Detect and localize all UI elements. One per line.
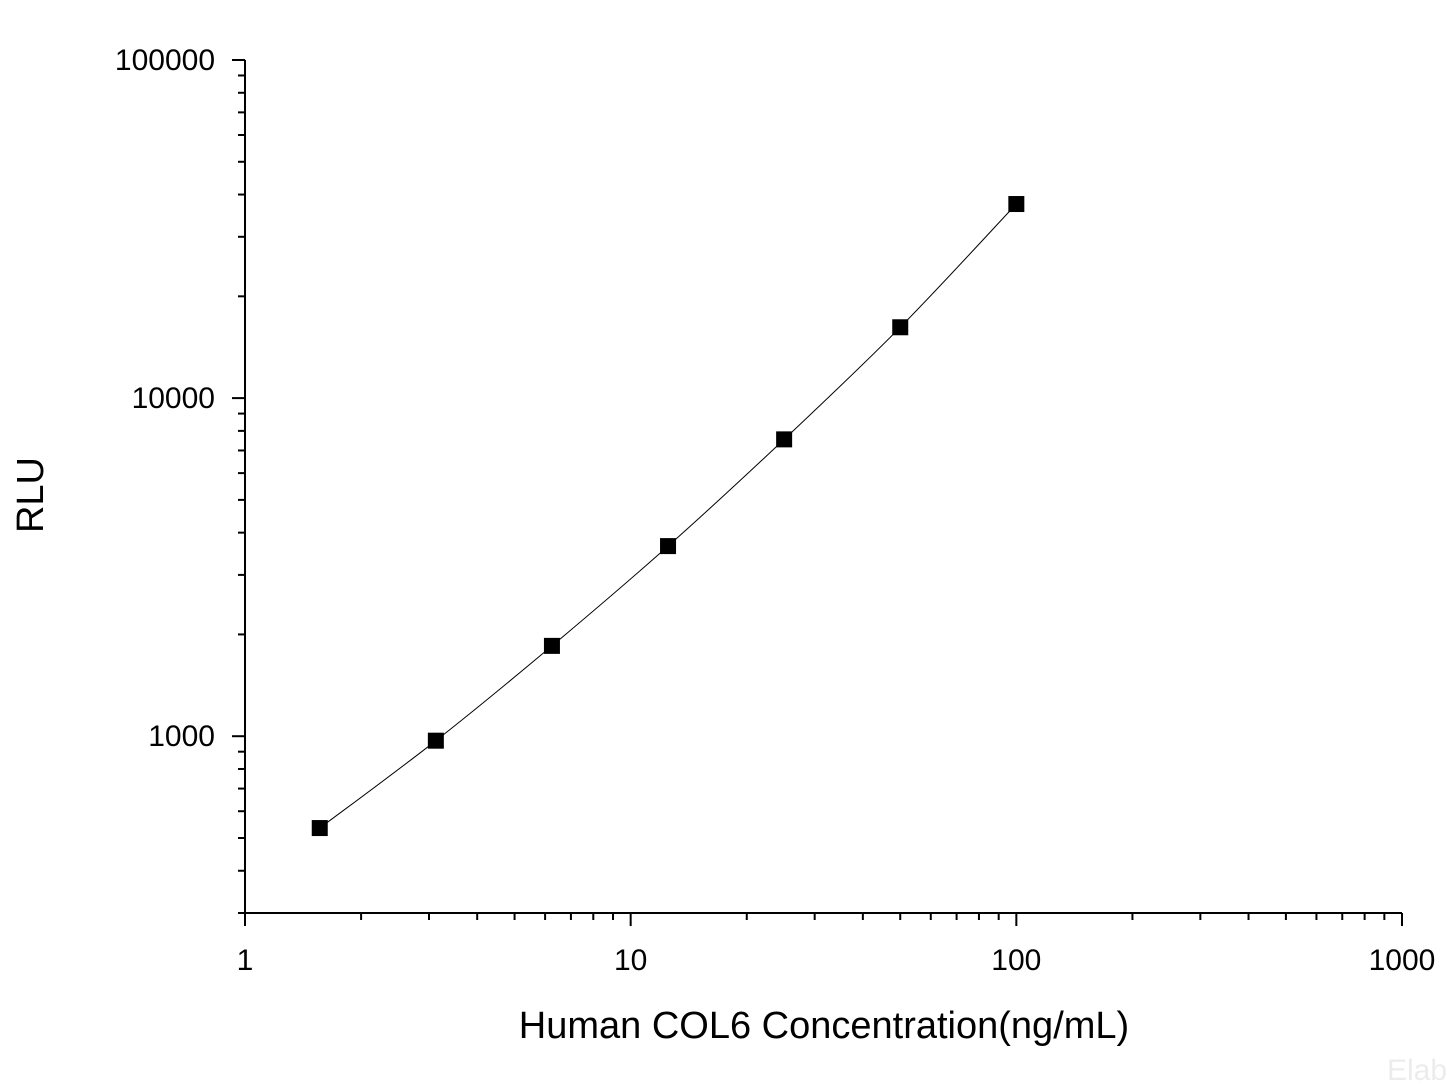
data-point — [427, 732, 444, 749]
fit-curve-layer — [319, 203, 1017, 829]
x-tick-label: 10 — [614, 944, 647, 977]
data-point — [543, 637, 560, 654]
watermark-text: Elab — [1387, 1054, 1447, 1085]
x-tick-label: 1 — [237, 944, 254, 977]
y-tick-label: 1000 — [148, 720, 215, 753]
x-axis-title: Human COL6 Concentration(ng/mL) — [519, 1005, 1129, 1047]
x-tick-label: 100 — [991, 944, 1041, 977]
y-tick-label: 100000 — [115, 44, 215, 77]
axes-layer — [244, 60, 1402, 914]
y-tick-label: 10000 — [132, 382, 215, 415]
data-point — [892, 319, 909, 336]
data-point — [660, 538, 677, 555]
data-point — [311, 820, 328, 837]
data-point — [776, 431, 793, 448]
data-points-layer — [311, 196, 1025, 837]
data-point — [1008, 196, 1025, 213]
fit-curve-line — [319, 203, 1017, 829]
tick-labels-layer: 1 10 100 1000 1000 10000 100000 — [115, 44, 1435, 977]
ticks-layer — [232, 59, 1403, 926]
x-tick-label: 1000 — [1369, 944, 1436, 977]
y-axis-title: RLU — [10, 457, 52, 533]
